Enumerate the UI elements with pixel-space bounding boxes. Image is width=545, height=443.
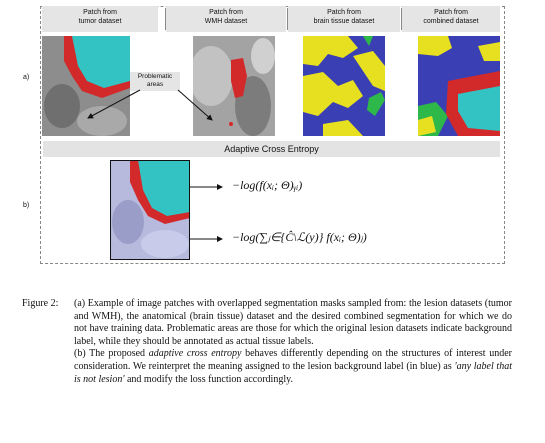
caption-paragraph-b: (b) The proposed adaptive cross entropy …: [74, 348, 512, 385]
caption-paragraph-a: (a) Example of image patches with overla…: [74, 298, 512, 347]
ace-patch-image: [110, 160, 190, 260]
header-separator: [287, 8, 288, 30]
equation-lesion: −log(f(xᵢ; Θ)ᵧᵢ): [232, 178, 303, 192]
combined-patch-image: [418, 36, 500, 136]
header-combined: Patch from combined dataset: [402, 6, 500, 32]
equation-background: −log(∑ⱼ∈{Ĉ\ℒ(y)} f(xᵢ; Θ)ⱼ): [232, 230, 367, 244]
figure-caption: Figure 2: (a) Example of image patches w…: [22, 298, 512, 386]
header-wmh: Patch from WMH dataset: [166, 6, 286, 32]
tumor-patch-image: [42, 36, 130, 136]
adaptive-cross-entropy-title: Adaptive Cross Entropy: [43, 141, 500, 157]
caption-label: Figure 2:: [22, 298, 59, 309]
header-separator: [165, 8, 166, 30]
row-label-a: a): [23, 74, 30, 81]
header-tumor: Patch from tumor dataset: [42, 6, 158, 32]
brain-tissue-patch-image: [303, 36, 385, 136]
row-label-b: b): [23, 202, 30, 209]
header-separator: [401, 8, 402, 30]
header-brain: Patch from brain tissue dataset: [288, 6, 400, 32]
problematic-areas-label: Problematic areas: [130, 72, 180, 91]
wmh-patch-image: [193, 36, 275, 136]
